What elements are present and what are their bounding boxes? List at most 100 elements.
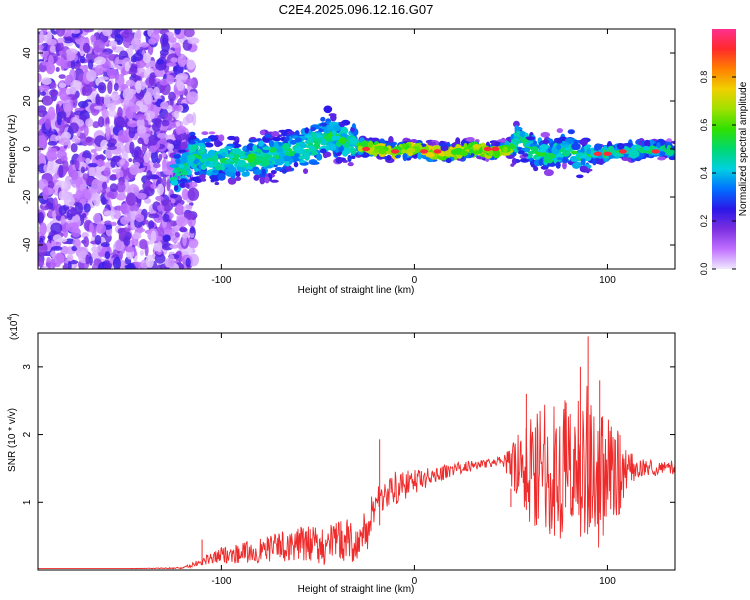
spectrogram-ridge-blob <box>268 140 275 147</box>
spectrogram-noise-blob <box>80 166 86 174</box>
spectrogram-ridge-blob <box>217 172 226 181</box>
spectrogram-ridge-blob <box>184 183 190 188</box>
spectrogram-ridge-blob <box>665 141 672 146</box>
spectrogram-ridge-blob <box>289 139 297 145</box>
spectrogram-noise-blob <box>91 246 99 253</box>
spectrogram-ridge-blob <box>522 153 529 157</box>
spectrogram-noise-blob <box>60 57 65 71</box>
colorbar-ticks: 0.0 0.2 0.4 0.6 0.8 <box>699 71 736 275</box>
spectrogram-noise-blob <box>60 215 66 225</box>
spectrogram-noise-blob <box>123 235 131 247</box>
spectrogram-ridge-blob <box>555 139 563 144</box>
spectrogram-ridge-blob <box>180 170 188 176</box>
spectrogram-ridge-blob <box>270 179 279 183</box>
snr-scale-close: ) <box>9 313 20 316</box>
spectrogram-ridge-blob <box>347 154 352 163</box>
spectrogram-ridge-blob <box>580 157 586 166</box>
spectrogram-noise-blob <box>156 58 165 65</box>
spectrogram-ridge-blob <box>445 157 452 164</box>
spectrogram-noise-blob <box>48 147 58 153</box>
spectrogram-ridge-blob <box>367 140 373 149</box>
spectrogram-noise-blob <box>98 176 108 182</box>
spectrogram-noise-blob <box>81 212 87 219</box>
spectrogram-noise-blob <box>134 114 147 120</box>
spectrogram-noise-blob <box>122 88 134 101</box>
spectrogram-ridge-blob <box>524 147 529 153</box>
spectrogram-noise-blob <box>167 121 177 129</box>
spectrogram-noise-blob <box>169 139 174 144</box>
spectrogram-panel: -100 0 100 -40 -20 0 20 40 Height of straight … <box>7 28 676 296</box>
spectrogram-noise-blob <box>161 119 170 127</box>
spectrogram-ridge-blob <box>201 137 212 143</box>
spectrogram-noise-blob <box>188 240 198 249</box>
spectrogram-ridge-blob <box>189 135 197 140</box>
spectrogram-ridge-blob <box>281 143 290 151</box>
spectrogram-noise-blob <box>74 158 80 170</box>
spectrogram-noise-blob <box>58 164 64 178</box>
spectrogram-noise-blob <box>108 40 118 47</box>
spectrogram-noise-blob <box>69 159 75 165</box>
spectrogram-ridge-blob <box>323 105 333 114</box>
spectrogram-ridge-blob <box>585 144 592 149</box>
spectrogram-ridge-blob <box>521 138 528 143</box>
spectrogram-noise-blob <box>68 86 77 95</box>
spectrogram-y-tick-label: -40 <box>22 237 33 252</box>
spectrogram-noise-blob <box>116 181 126 193</box>
spectrogram-noise-blob <box>71 214 81 223</box>
spectrogram-ridge-blob <box>259 130 266 136</box>
spectrogram-ridge-blob <box>472 144 481 150</box>
spectrogram-ridge-blob <box>528 153 533 159</box>
spectrogram-noise-blob <box>70 207 77 217</box>
spectrogram-noise-blob <box>117 135 130 143</box>
spectrogram-ridge-blob <box>468 149 475 154</box>
spectrogram-noise-blob <box>156 133 168 139</box>
spectrogram-ridge-blob <box>264 153 272 160</box>
spectrogram-noise-blob <box>170 198 176 204</box>
spectrogram-ridge-blob <box>348 137 358 145</box>
spectrogram-ridge-blob <box>225 170 235 177</box>
spectrogram-ridge-blob <box>513 120 520 128</box>
spectrogram-ridge-blob <box>538 158 544 167</box>
spectrogram-noise-blob <box>189 227 195 234</box>
spectrogram-x-tick-label: -100 <box>211 275 231 286</box>
spectrogram-ridge-blob <box>304 134 313 139</box>
spectrogram-noise-blob <box>39 30 44 44</box>
spectrogram-noise-blob <box>185 204 193 210</box>
spectrogram-ridge-blob <box>642 145 650 151</box>
spectrogram-noise-blob <box>142 219 149 225</box>
spectrogram-noise-blob <box>130 104 141 113</box>
spectrogram-noise-blob <box>82 42 91 54</box>
spectrogram-y-tick-label: 40 <box>22 47 33 59</box>
spectrogram-ridge-blob <box>331 135 337 141</box>
spectrogram-noise-blob <box>38 84 50 92</box>
spectrogram-noise-blob <box>46 257 51 263</box>
spectrogram-noise-blob <box>168 254 175 268</box>
spectrogram-noise-blob <box>105 123 110 137</box>
spectrogram-noise-blob <box>185 78 195 87</box>
spectrogram-noise-blob <box>95 223 107 234</box>
spectrogram-ridge-blob <box>543 155 551 164</box>
spectrogram-noise-blob <box>62 264 68 269</box>
spectrogram-noise-blob <box>166 62 177 67</box>
spectrogram-ridge-blob <box>406 147 416 153</box>
spectrogram-ridge-blob <box>672 140 675 145</box>
spectrogram-ridge-blob <box>497 139 508 143</box>
spectrogram-ridge-blob <box>658 151 666 156</box>
spectrogram-noise-blob <box>176 73 189 81</box>
spectrogram-noise-blob <box>58 111 67 119</box>
spectrogram-noise-blob <box>110 93 120 101</box>
spectrogram-y-tick-label: 0 <box>22 146 33 152</box>
spectrogram-x-tick-label: 100 <box>599 275 616 286</box>
spectrogram-noise-blob <box>126 192 137 206</box>
spectrogram-ridge-blob <box>540 131 551 138</box>
spectrogram-x-ticks: -100 0 100 <box>211 29 616 286</box>
spectrogram-noise-blob <box>82 29 94 33</box>
spectrogram-ridge-blob <box>533 166 539 172</box>
spectrogram-noise-blob <box>50 222 63 234</box>
spectrogram-noise-blob <box>173 66 178 72</box>
spectrogram-ridge-blob <box>330 113 337 122</box>
spectrogram-ridge-blob <box>286 130 295 135</box>
colorbar-tick-label: 0.2 <box>699 215 709 228</box>
spectrogram-ridge-blob <box>576 152 585 156</box>
